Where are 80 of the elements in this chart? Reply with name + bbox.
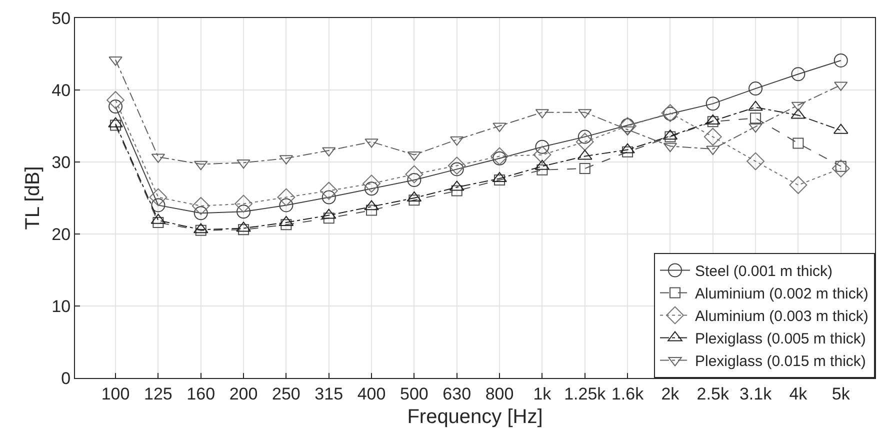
- x-tick-label: 200: [229, 384, 258, 404]
- x-tick-label: 3.1k: [739, 384, 772, 404]
- point: [194, 160, 208, 170]
- point: [791, 67, 806, 82]
- y-tick-label: 40: [52, 80, 71, 100]
- point: [195, 224, 206, 236]
- y-tick-label: 0: [61, 368, 71, 388]
- point: [622, 146, 634, 158]
- point: [236, 204, 251, 219]
- point: [323, 212, 334, 224]
- point: [238, 224, 250, 236]
- x-tick-label: 1.6k: [611, 384, 644, 404]
- x-tick-label: 500: [400, 384, 428, 404]
- point: [279, 198, 294, 212]
- point: [149, 188, 168, 206]
- point: [192, 196, 210, 215]
- legend-label: Plexiglass (0.005 m thick): [695, 330, 866, 348]
- x-tick-label: 1k: [533, 384, 552, 404]
- point: [494, 174, 506, 186]
- point: [110, 120, 122, 131]
- point: [748, 123, 762, 133]
- x-tick-label: 630: [442, 384, 472, 404]
- point: [789, 176, 808, 194]
- point: [492, 172, 507, 182]
- point: [280, 219, 292, 230]
- y-tick-label: 20: [52, 224, 71, 244]
- point: [533, 146, 552, 164]
- y-tick-label: 10: [52, 296, 71, 316]
- x-tick-label: 100: [101, 384, 130, 404]
- y-tick-label: 50: [52, 8, 71, 28]
- point: [448, 156, 466, 175]
- point: [152, 216, 164, 228]
- y-tick-label: 30: [52, 152, 71, 172]
- point: [451, 185, 462, 196]
- point: [450, 136, 464, 146]
- point: [707, 116, 718, 128]
- x-tick-label: 160: [186, 384, 216, 404]
- x-tick-label: 800: [485, 384, 514, 404]
- point: [106, 91, 124, 110]
- point: [834, 53, 848, 68]
- legend-label: Plexiglass (0.015 m thick): [695, 353, 866, 370]
- point: [706, 146, 720, 156]
- point: [405, 165, 424, 184]
- point: [535, 140, 550, 154]
- x-tick-label: 125: [144, 384, 172, 404]
- point: [408, 194, 420, 206]
- point: [236, 159, 250, 169]
- point: [234, 194, 252, 213]
- x-tick-label: 250: [272, 384, 300, 404]
- point: [664, 131, 676, 142]
- x-axis-title: Frequency [Hz]: [407, 406, 543, 428]
- point: [792, 138, 804, 149]
- point: [366, 204, 378, 216]
- point: [746, 152, 764, 170]
- point: [362, 174, 380, 193]
- x-tick-label: 400: [357, 384, 386, 404]
- point: [536, 164, 548, 176]
- point: [320, 182, 338, 200]
- point: [236, 222, 251, 232]
- x-tick-label: 1.25k: [564, 384, 606, 404]
- y-axis-title: TL [dB]: [22, 166, 44, 230]
- point: [706, 96, 720, 111]
- point: [704, 128, 722, 146]
- point: [151, 198, 166, 212]
- point: [364, 200, 379, 210]
- legend-label: Aluminium (0.003 m thick): [695, 308, 868, 326]
- x-tick-label: 2k: [661, 384, 680, 404]
- point: [576, 132, 594, 151]
- point: [750, 112, 762, 124]
- point: [832, 160, 850, 178]
- point: [579, 162, 590, 174]
- x-tick-label: 315: [314, 384, 344, 404]
- x-tick-label: 2.5k: [696, 384, 730, 404]
- point: [748, 82, 763, 96]
- legend-label: Aluminium (0.002 m thick): [695, 286, 868, 303]
- point: [490, 147, 508, 166]
- x-tick-label: 4k: [789, 384, 808, 404]
- point: [277, 188, 296, 206]
- legend-label: Steel (0.001 m thick): [695, 263, 833, 280]
- x-tick-label: 5k: [832, 384, 850, 404]
